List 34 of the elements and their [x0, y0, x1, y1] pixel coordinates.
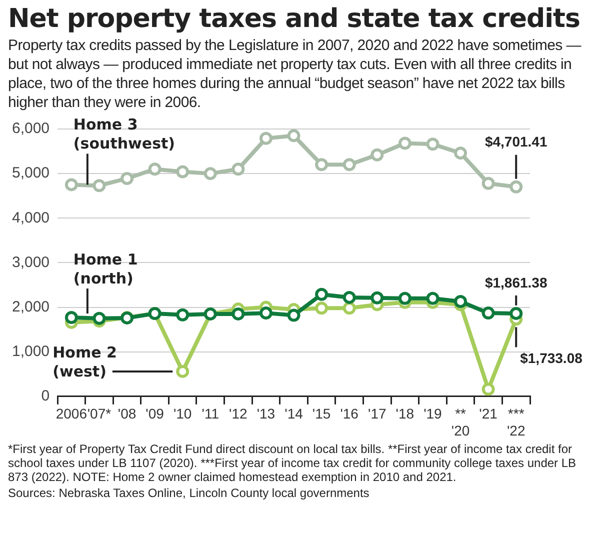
x-tick-label: '18 — [396, 406, 414, 422]
chart-title: Net property taxes and state tax credits — [8, 4, 581, 34]
x-tick-label: '12 — [229, 406, 248, 422]
y-tick-label: 2,000 — [12, 298, 50, 316]
series-label: Home 3 (southwest) — [73, 116, 176, 153]
x-tick-label: '11 — [202, 406, 220, 422]
y-tick-label: 0 — [41, 388, 50, 405]
x-tick-label: '14 — [284, 406, 304, 422]
y-tick-label: 4,000 — [12, 209, 50, 226]
chart-subtitle: Property tax credits passed by the Legislature in 2007, 2020 and 2022 have sometimes — but not always — produced immediate net property tax cuts. Even with all three credits in place, two of the three homes during the annual “budget season” have net 2022 tax bills higher than they were in 2006. — [8, 36, 582, 112]
x-tick-label: '07* — [87, 406, 112, 422]
x-tick-label: *** '22 — [506, 406, 526, 438]
series-label: Home 2 (west) — [52, 343, 117, 380]
y-tick-label: 5,000 — [12, 164, 50, 182]
x-tick-label: '10 — [173, 406, 192, 422]
x-tick-label: '13 — [256, 406, 276, 422]
data-label: $1,733.08 — [520, 350, 583, 366]
source-note: Sources: Nebraska Taxes Online, Lincoln County local governments — [8, 486, 370, 500]
x-tick-label: '09 — [146, 406, 164, 422]
series-label: Home 1 (north) — [73, 250, 138, 288]
data-label: $4,701.41 — [484, 134, 548, 150]
x-tick-label: '15 — [312, 406, 331, 422]
x-tick-label: '08 — [118, 406, 136, 422]
x-tick-label: 2006 — [56, 406, 88, 422]
x-tick-label: ** '20 — [451, 406, 470, 438]
y-tick-label: 6,000 — [12, 120, 50, 138]
y-tick-label: 3,000 — [12, 254, 50, 271]
data-label: $1,861.38 — [484, 274, 548, 290]
y-tick-label: 1,000 — [12, 342, 50, 360]
text: *First year of Property Tax Credit Fund direct discount on local tax bills. **First year of income tax credit for school taxes under LB 1107 (2020). ***First year of income tax credit for community college taxes under LB 873 (2022). NOTE: Home 2 owner claimed homestead exemption in 2010 and 2021. — [8, 442, 576, 484]
x-tick-label: '19 — [424, 406, 442, 422]
x-tick-label: '17 — [368, 406, 386, 422]
x-tick-label: '21 — [479, 406, 498, 422]
x-tick-label: '16 — [340, 406, 359, 422]
